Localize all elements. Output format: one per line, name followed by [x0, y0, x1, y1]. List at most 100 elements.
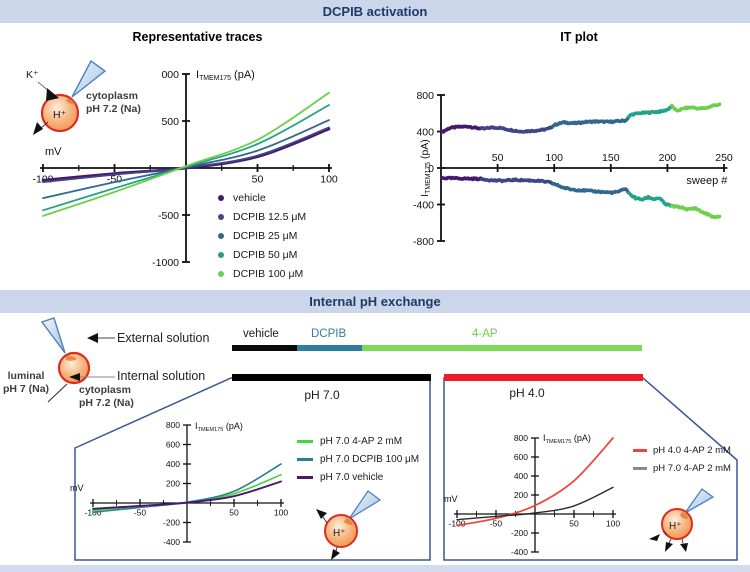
y-tick-label: 200: [514, 490, 528, 500]
legend-marker: [633, 467, 647, 470]
external-arrow-icon: [87, 333, 98, 343]
x-axis-label: sweep #: [686, 175, 728, 187]
iv-main-legend: vehicle DCPIB 12.5 μM DCPIB 25 μM DCPIB …: [218, 192, 306, 287]
cytoplasm-note-bottom: cytoplasm pH 7.2 (Na): [79, 384, 134, 409]
x-tick-label: -50: [134, 508, 147, 518]
cell-diagram-ph4: H⁺: [649, 488, 715, 552]
y-tick-label: 500: [161, 116, 179, 128]
legend-marker: [297, 476, 313, 479]
timeline-bar-4ap: [362, 345, 642, 351]
y-tick-label: -400: [511, 547, 528, 557]
legend-label: pH 7.0 4-AP 2 mM: [653, 463, 731, 474]
legend-item: vehicle: [218, 192, 306, 204]
series-line: [456, 437, 614, 527]
legend-label: DCPIB 25 μM: [233, 230, 298, 242]
x-tick-label: 100: [274, 508, 288, 518]
h-arrow-line: [668, 538, 672, 544]
legend-item: pH 7.0 DCPIB 100 μM: [297, 454, 419, 465]
legend-item: DCPIB 50 μM: [218, 249, 306, 261]
legend-marker: [218, 214, 224, 220]
y-axis-label: ITMEM175 (pA): [195, 421, 243, 433]
h-ion-label: H⁺: [333, 528, 346, 539]
legend-marker: [218, 233, 224, 239]
y-tick-label: 0: [428, 163, 434, 175]
banner-dcpib-activation: DCPIB activation: [0, 0, 750, 23]
panel-title-representative-traces: Representative traces: [132, 30, 263, 44]
k-influx-arrow-icon: [46, 88, 59, 101]
pipette-contact: [66, 98, 76, 105]
y-tick-label: 800: [416, 90, 434, 102]
timeline-bar-dcpib: [297, 345, 362, 351]
timeline-label-vehicle: vehicle: [243, 328, 279, 340]
y-tick-label: -400: [413, 199, 434, 211]
ph4-legend: pH 4.0 4-AP 2 mM pH 7.0 4-AP 2 mM: [633, 445, 731, 481]
internal-solution-label: Internal solution: [117, 369, 206, 383]
y-tick-label: 000: [161, 69, 179, 81]
legend-item: DCPIB 100 μM: [218, 268, 306, 280]
y-tick-label: 400: [166, 459, 180, 469]
legend-label: pH 7.0 4-AP 2 mM: [320, 436, 403, 447]
legend-label: vehicle: [233, 192, 266, 204]
h-efflux-arrow-icon: [33, 122, 43, 135]
h-arrow-line: [662, 530, 668, 536]
legend-item: DCPIB 12.5 μM: [218, 211, 306, 223]
banner-internal-ph-exchange: Internal pH exchange: [0, 290, 750, 313]
legend-label: DCPIB 50 μM: [233, 249, 298, 261]
pipette-icon: [40, 317, 66, 354]
h-arrow-line: [335, 546, 338, 552]
x-tick-label: 100: [545, 152, 563, 164]
y-tick-label: -400: [163, 537, 180, 547]
x-axis-label: mV: [70, 483, 84, 493]
timeline-label-dcpib: DCPIB: [311, 328, 347, 340]
y-tick-label: -1000: [152, 257, 179, 269]
legend-item: pH 7.0 4-AP 2 mM: [297, 436, 419, 447]
y-tick-label: 200: [166, 479, 180, 489]
ph7-condition-bar: [232, 374, 431, 381]
timeline-bar-vehicle: [232, 345, 297, 351]
h-arrow-line: [40, 121, 49, 129]
x-tick-label: -100: [448, 519, 465, 529]
legend-marker: [218, 195, 224, 201]
x-axis-label: mV: [444, 494, 458, 504]
h-efflux-arrow-icon: [680, 543, 688, 552]
ph7-panel-title: pH 7.0: [304, 388, 340, 402]
ph7-legend: pH 7.0 4-AP 2 mM pH 7.0 DCPIB 100 μM pH …: [297, 436, 419, 490]
panel-title-it-plot: IT plot: [560, 30, 598, 44]
luminal-note: luminal pH 7 (Na): [0, 370, 52, 395]
data-point: [717, 214, 722, 219]
y-axis-label: ITMEM175 (pA): [196, 69, 255, 82]
legend-label: DCPIB 12.5 μM: [233, 211, 307, 223]
ph4-panel-title: pH 4.0: [509, 386, 545, 400]
iv-chart-ph4: 800 600 400 200 -200 -400 -100 -50 50 100 ITMEM175…: [444, 433, 620, 557]
k-ion-label: K⁺: [26, 69, 39, 81]
cell-diagram-top: K⁺ H⁺: [26, 59, 107, 135]
y-tick-label: 600: [514, 452, 528, 462]
luminal-note-line2: pH 7 (Na): [2, 382, 50, 395]
bottom-banner-strip: [0, 565, 750, 572]
legend-marker: [218, 252, 224, 258]
series-line: [456, 486, 614, 521]
cell-diagram-ph7: H⁺: [316, 490, 382, 560]
external-solution-label: External solution: [117, 331, 210, 345]
x-tick-label: 50: [229, 508, 239, 518]
x-tick-label: -50: [490, 519, 503, 529]
x-tick-label: 50: [492, 152, 504, 164]
legend-marker: [218, 271, 224, 277]
ph4-condition-bar: [444, 374, 643, 381]
timeline-label-4ap: 4-AP: [472, 328, 498, 340]
x-tick-label: 100: [606, 519, 620, 529]
legend-label: pH 7.0 DCPIB 100 μM: [320, 454, 420, 465]
y-axis-label: ITMEM175 (pA): [419, 139, 432, 197]
it-chart: 800 400 0 -400 -800 50 100 150 200 250 sweep # ITME…: [413, 90, 733, 248]
cytoplasm-note-line2: pH 7.2 (Na): [86, 102, 141, 115]
luminal-pointer-line: [47, 383, 68, 403]
x-axis-label: mV: [45, 146, 62, 158]
legend-marker: [633, 449, 647, 452]
h-ion-label: H⁺: [669, 521, 682, 532]
h-arrow-line: [681, 538, 684, 544]
x-tick-label: 50: [252, 174, 264, 186]
h-efflux-arrow-icon: [665, 542, 673, 552]
y-tick-label: 400: [514, 471, 528, 481]
